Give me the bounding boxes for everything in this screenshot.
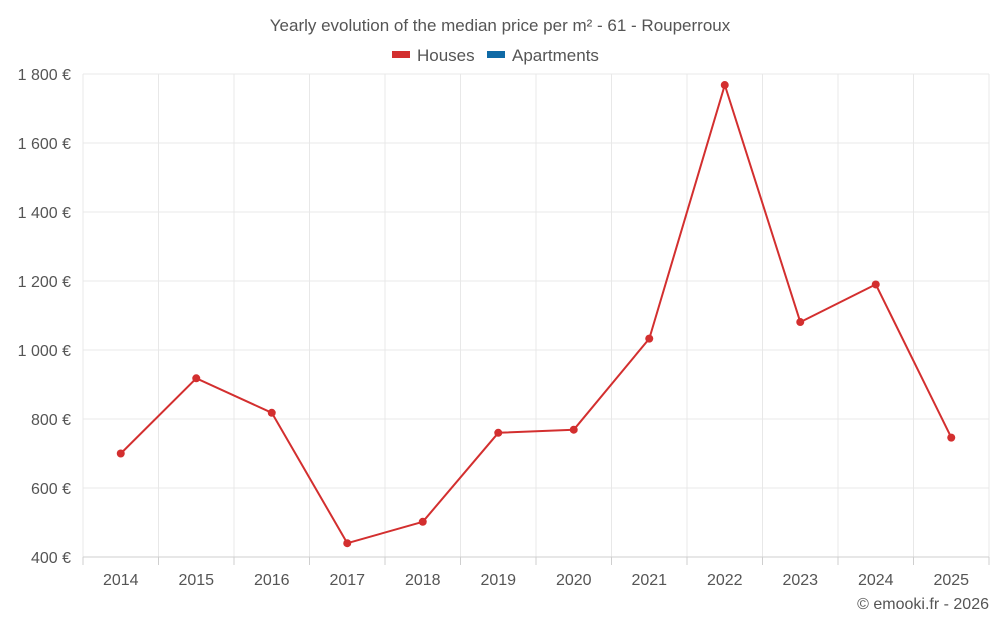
y-axis-ticks: 400 € 600 € 800 € 1 000 € 1 200 € 1 400 € 1 60… [18, 67, 71, 567]
legend-item-apartments[interactable]: Apartments [487, 46, 599, 65]
legend-swatch-apartments [487, 51, 505, 58]
y-tick-label: 1 400 € [18, 205, 71, 222]
data-point-houses-2020[interactable] [569, 425, 578, 434]
data-point-houses-2014[interactable] [116, 449, 125, 458]
y-tick-label: 1 000 € [18, 343, 71, 360]
x-tick-label: 2021 [631, 572, 667, 589]
x-tick-label: 2020 [556, 572, 592, 589]
data-point-houses-2022[interactable] [720, 81, 729, 90]
x-tick-label: 2017 [329, 572, 365, 589]
data-point-houses-2016[interactable] [267, 408, 276, 417]
y-tick-label: 1 800 € [18, 67, 71, 84]
legend-item-houses[interactable]: Houses [392, 46, 475, 65]
x-tick-label: 2025 [933, 572, 969, 589]
series-houses [116, 81, 956, 548]
y-tick-label: 1 200 € [18, 274, 71, 291]
data-point-houses-2018[interactable] [418, 517, 427, 526]
x-tick-label: 2016 [254, 572, 290, 589]
x-axis-ticks: 2014 2015 2016 2017 2018 2019 2020 2021 2022 2023… [103, 572, 969, 589]
legend-swatch-houses [392, 51, 410, 58]
data-point-houses-2023[interactable] [796, 318, 805, 327]
x-tick-label: 2023 [782, 572, 818, 589]
x-tick-label: 2019 [480, 572, 516, 589]
x-tick-label: 2022 [707, 572, 743, 589]
legend-label-houses: Houses [417, 46, 475, 65]
y-tick-label: 800 € [31, 412, 71, 429]
legend-label-apartments: Apartments [512, 46, 599, 65]
data-point-houses-2015[interactable] [192, 374, 201, 383]
axes [82, 556, 990, 565]
legend: Houses Apartments [392, 46, 599, 65]
x-tick-label: 2018 [405, 572, 441, 589]
data-point-houses-2017[interactable] [343, 539, 352, 548]
y-tick-label: 400 € [31, 550, 71, 567]
data-point-houses-2019[interactable] [494, 428, 503, 437]
series-line-houses [120, 84, 953, 545]
x-tick-label: 2024 [858, 572, 894, 589]
grid [82, 73, 990, 557]
x-tick-label: 2015 [178, 572, 214, 589]
y-tick-label: 600 € [31, 481, 71, 498]
y-tick-label: 1 600 € [18, 136, 71, 153]
data-point-houses-2021[interactable] [645, 334, 654, 343]
data-point-houses-2025[interactable] [947, 433, 956, 442]
chart-title: Yearly evolution of the median price per… [270, 16, 731, 35]
credit-text: © emooki.fr - 2026 [857, 596, 989, 613]
data-point-houses-2024[interactable] [871, 280, 880, 289]
x-tick-label: 2014 [103, 572, 139, 589]
